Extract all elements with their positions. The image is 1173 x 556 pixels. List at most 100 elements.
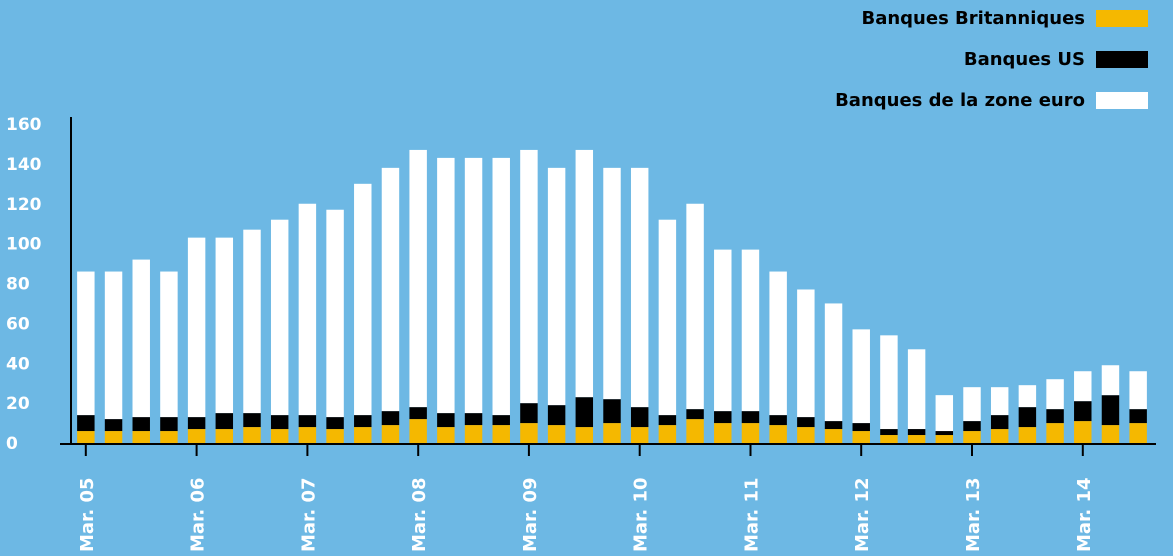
bar-britanniques-18 [575, 427, 594, 443]
bar-us-37 [1101, 395, 1120, 426]
bar-britanniques-20 [630, 427, 649, 443]
bar-britanniques-30 [907, 435, 926, 443]
bar-zone-euro-28 [852, 329, 870, 424]
bar-britanniques-6 [243, 427, 261, 443]
bars-group [77, 149, 1147, 443]
bar-zone-euro-9 [326, 209, 344, 418]
bar-zone-euro-35 [1046, 379, 1064, 410]
bar-zone-euro-21 [658, 219, 677, 416]
legend-label-britanniques: Banques Britanniques [861, 7, 1085, 29]
bar-britanniques-26 [797, 427, 815, 443]
bar-britanniques-37 [1101, 425, 1120, 443]
bar-zone-euro-7 [270, 219, 289, 416]
bar-us-12 [409, 407, 427, 420]
bar-us-26 [797, 417, 815, 428]
y-tick-label-100: 100 [6, 235, 42, 255]
bar-us-35 [1046, 409, 1064, 424]
bar-zone-euro-30 [907, 349, 926, 430]
bar-britanniques-28 [852, 431, 870, 443]
x-tick-label-12: Mar. 08 [409, 477, 430, 552]
bar-britanniques-7 [270, 429, 289, 443]
bar-britanniques-27 [824, 429, 843, 443]
bar-zone-euro-27 [824, 303, 843, 422]
bar-us-32 [963, 421, 981, 432]
bar-us-16 [520, 403, 538, 424]
bar-britanniques-16 [520, 423, 538, 443]
bar-us-20 [630, 407, 649, 428]
bar-us-38 [1129, 409, 1147, 424]
bar-britanniques-8 [298, 427, 317, 443]
bar-us-34 [1018, 407, 1037, 428]
y-tick-label-20: 20 [6, 394, 30, 414]
bar-zone-euro-4 [187, 237, 206, 418]
bar-britanniques-23 [714, 423, 732, 443]
bar-zone-euro-14 [464, 157, 483, 414]
bar-us-15 [492, 415, 510, 426]
x-tick-label-8: Mar. 07 [298, 477, 319, 552]
legend-label-zone-euro: Banques de la zone euro [835, 89, 1085, 111]
bar-britanniques-9 [326, 429, 344, 443]
y-tick-label-0: 0 [6, 434, 18, 454]
bar-britanniques-34 [1018, 427, 1037, 443]
bar-us-2 [132, 417, 150, 432]
bar-us-29 [880, 429, 898, 436]
bar-britanniques-31 [935, 435, 954, 443]
bar-britanniques-11 [381, 425, 400, 443]
bar-us-10 [354, 415, 372, 428]
bar-us-9 [326, 417, 344, 430]
bar-britanniques-4 [187, 429, 206, 443]
bar-us-33 [990, 415, 1009, 430]
bar-zone-euro-11 [381, 167, 400, 412]
y-tick-label-40: 40 [6, 354, 30, 374]
bar-britanniques-32 [963, 431, 981, 443]
bar-britanniques-38 [1129, 423, 1147, 443]
bar-zone-euro-13 [437, 157, 455, 414]
bar-zone-euro-1 [104, 271, 123, 420]
bar-us-0 [77, 415, 95, 432]
bar-us-30 [907, 429, 926, 436]
bar-zone-euro-6 [243, 229, 261, 414]
bar-zone-euro-25 [769, 271, 787, 416]
x-tick-label-16: Mar. 09 [520, 477, 541, 552]
legend-swatch-us [1096, 50, 1148, 68]
bar-us-5 [215, 413, 234, 430]
bar-zone-euro-23 [714, 249, 732, 412]
bar-us-36 [1074, 401, 1092, 422]
bar-zone-euro-33 [990, 387, 1009, 416]
bar-us-7 [270, 415, 289, 430]
bar-us-25 [769, 415, 787, 426]
bar-britanniques-15 [492, 425, 510, 443]
bar-britanniques-5 [215, 429, 234, 443]
bar-us-4 [187, 417, 206, 430]
bar-zone-euro-12 [409, 149, 427, 408]
bar-britanniques-1 [104, 431, 123, 443]
bar-zone-euro-15 [492, 157, 510, 416]
bar-zone-euro-10 [354, 183, 372, 416]
bar-britanniques-35 [1046, 423, 1064, 443]
y-tick-label-120: 120 [6, 195, 42, 215]
bar-zone-euro-16 [520, 149, 538, 404]
y-tick-label-80: 80 [6, 275, 30, 295]
legend: Banques Britanniques Banques US Banques … [835, 6, 1148, 112]
bar-us-28 [852, 423, 870, 432]
bar-us-24 [741, 411, 760, 424]
y-tick-label-160: 160 [6, 115, 42, 135]
bar-britanniques-25 [769, 425, 787, 443]
y-tick-label-60: 60 [6, 314, 30, 334]
legend-swatch-zone-euro [1096, 91, 1148, 109]
bar-zone-euro-2 [132, 259, 150, 418]
bar-britanniques-10 [354, 427, 372, 443]
bar-zone-euro-18 [575, 149, 594, 398]
bar-zone-euro-24 [741, 249, 760, 412]
bar-zone-euro-38 [1129, 371, 1147, 410]
bar-britanniques-36 [1074, 421, 1092, 443]
bar-us-27 [824, 421, 843, 430]
bar-britanniques-2 [132, 431, 150, 443]
x-tick-label-4: Mar. 06 [188, 477, 209, 552]
bar-zone-euro-36 [1074, 371, 1092, 402]
bar-us-3 [160, 417, 178, 432]
bar-zone-euro-26 [797, 289, 815, 418]
x-tick-label-0: Mar. 05 [77, 477, 98, 552]
bar-britanniques-17 [547, 425, 566, 443]
bar-us-13 [437, 413, 455, 428]
